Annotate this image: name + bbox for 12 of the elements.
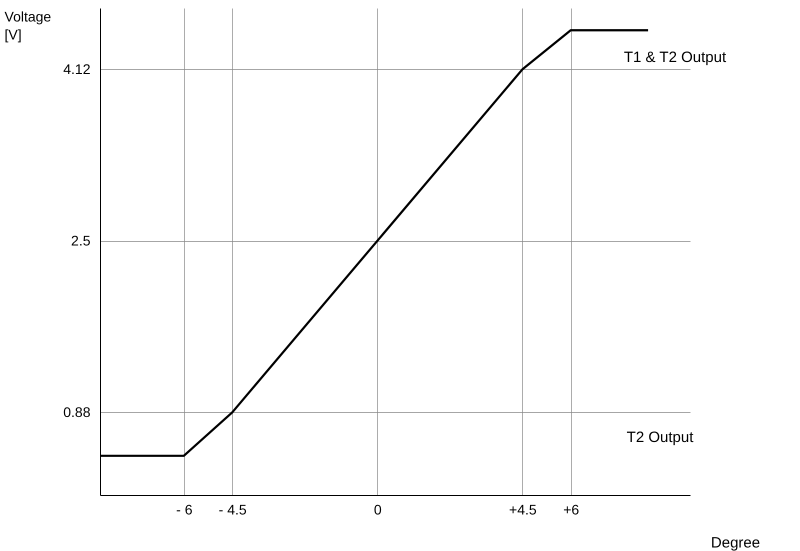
y-axis-title: Voltage [V]: [4, 8, 52, 42]
annotation: T1 & T2 Output: [624, 49, 727, 66]
annotation: T2 Output: [626, 429, 694, 446]
y-tick-label: 4.12: [63, 60, 91, 77]
x-tick-label: - 4.5: [218, 502, 247, 518]
x-tick-label: +6: [563, 502, 580, 518]
y-tick-label: 0.88: [63, 404, 91, 420]
x-tick-label: +4.5: [509, 502, 537, 518]
y-tick-label: 2.5: [71, 232, 91, 248]
x-tick-label: - 6: [176, 502, 193, 518]
x-axis-title: Degree: [710, 534, 760, 551]
x-tick-label: 0: [374, 502, 382, 518]
